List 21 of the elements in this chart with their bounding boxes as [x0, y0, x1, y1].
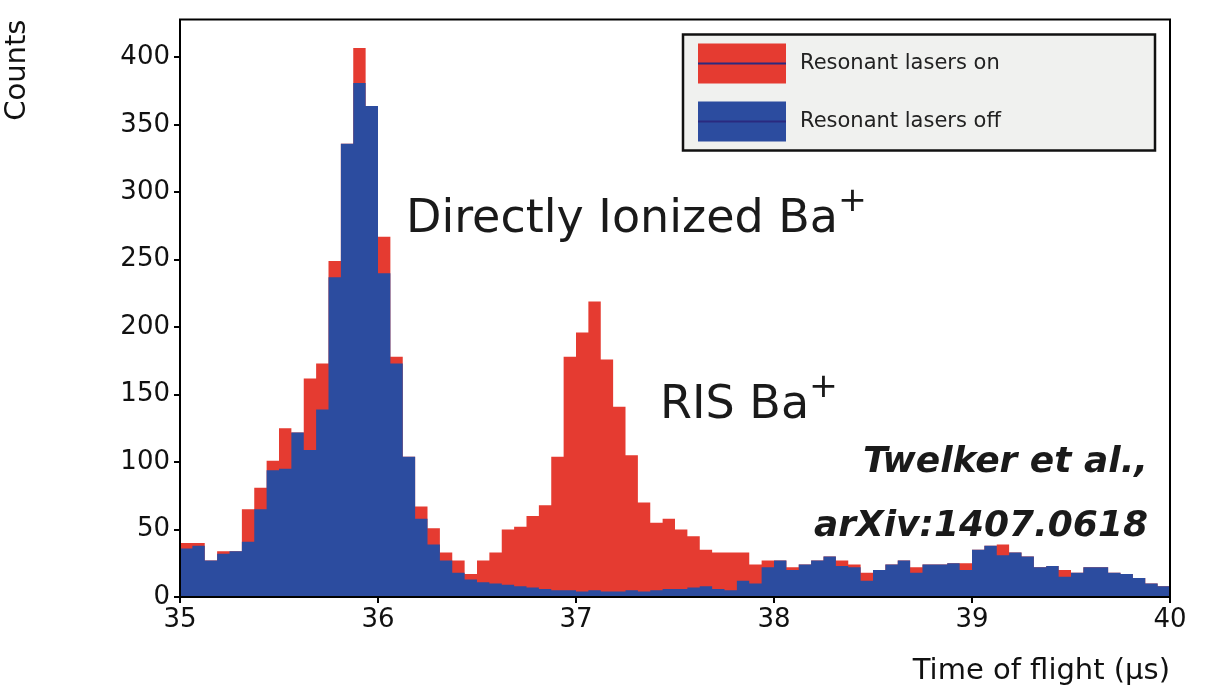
y-tick-label: 350: [120, 107, 170, 138]
y-tick-label: 400: [120, 40, 170, 71]
annotation: RIS Ba+: [660, 365, 839, 429]
y-tick-label: 300: [120, 175, 170, 206]
x-tick-label: 38: [757, 603, 791, 634]
y-axis-title: Counts: [0, 19, 32, 121]
x-tick-label: 37: [559, 603, 593, 634]
y-tick-label: 250: [120, 242, 170, 273]
legend-label: Resonant lasers on: [800, 50, 1000, 75]
x-tick-label: 35: [163, 603, 197, 634]
legend-label: Resonant lasers off: [800, 108, 1002, 133]
annotation: Twelker et al., arXiv:1407.0618: [813, 439, 1148, 544]
annotation: Directly Ionized Ba+: [406, 179, 867, 243]
y-tick-label: 100: [120, 444, 170, 475]
x-tick-label: 39: [955, 603, 989, 634]
y-tick-label: 50: [136, 512, 170, 543]
x-axis-title: Time of flight (µs): [911, 652, 1170, 687]
x-tick-label: 40: [1153, 603, 1187, 634]
x-tick-label: 36: [361, 603, 395, 634]
y-tick-label: 200: [120, 309, 170, 340]
y-tick-label: 150: [120, 377, 170, 408]
